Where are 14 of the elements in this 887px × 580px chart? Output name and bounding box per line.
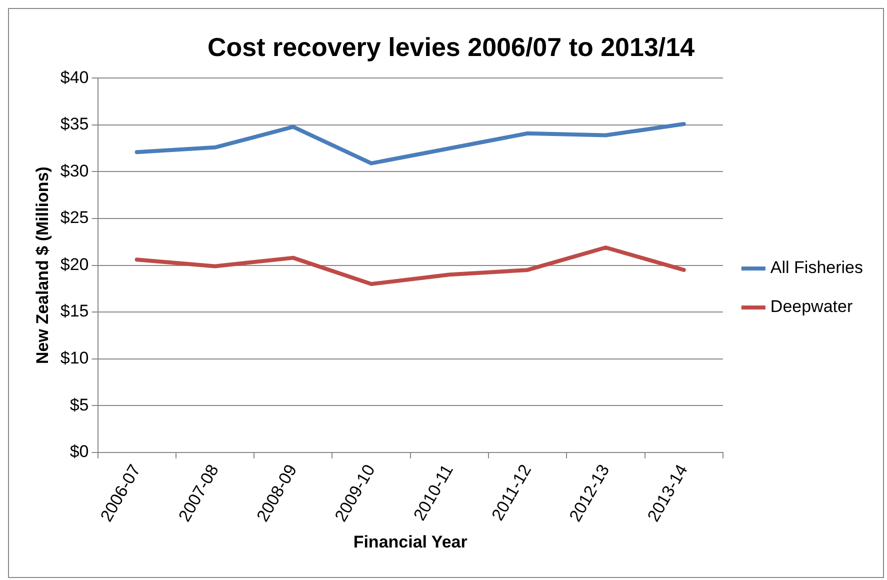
y-tick-label: $5 (70, 395, 89, 414)
legend-label: All Fisheries (770, 258, 864, 278)
y-tick-label: $15 (60, 302, 89, 321)
x-axis-title: Financial Year (353, 532, 468, 552)
y-tick-label: $40 (60, 68, 89, 87)
y-tick-label: $0 (70, 442, 89, 462)
chart-title: Cost recovery levies 2006/07 to 2013/14 (207, 32, 696, 62)
y-tick-label: $20 (60, 254, 89, 274)
legend-label: Deepwater (770, 297, 853, 316)
y-tick-label: $10 (60, 348, 89, 368)
y-tick-label: $35 (60, 114, 89, 134)
y-tick-label: $25 (60, 208, 89, 228)
y-tick-label: $30 (60, 161, 89, 180)
y-axis-title: New Zealand $ (Millions) (32, 166, 52, 364)
